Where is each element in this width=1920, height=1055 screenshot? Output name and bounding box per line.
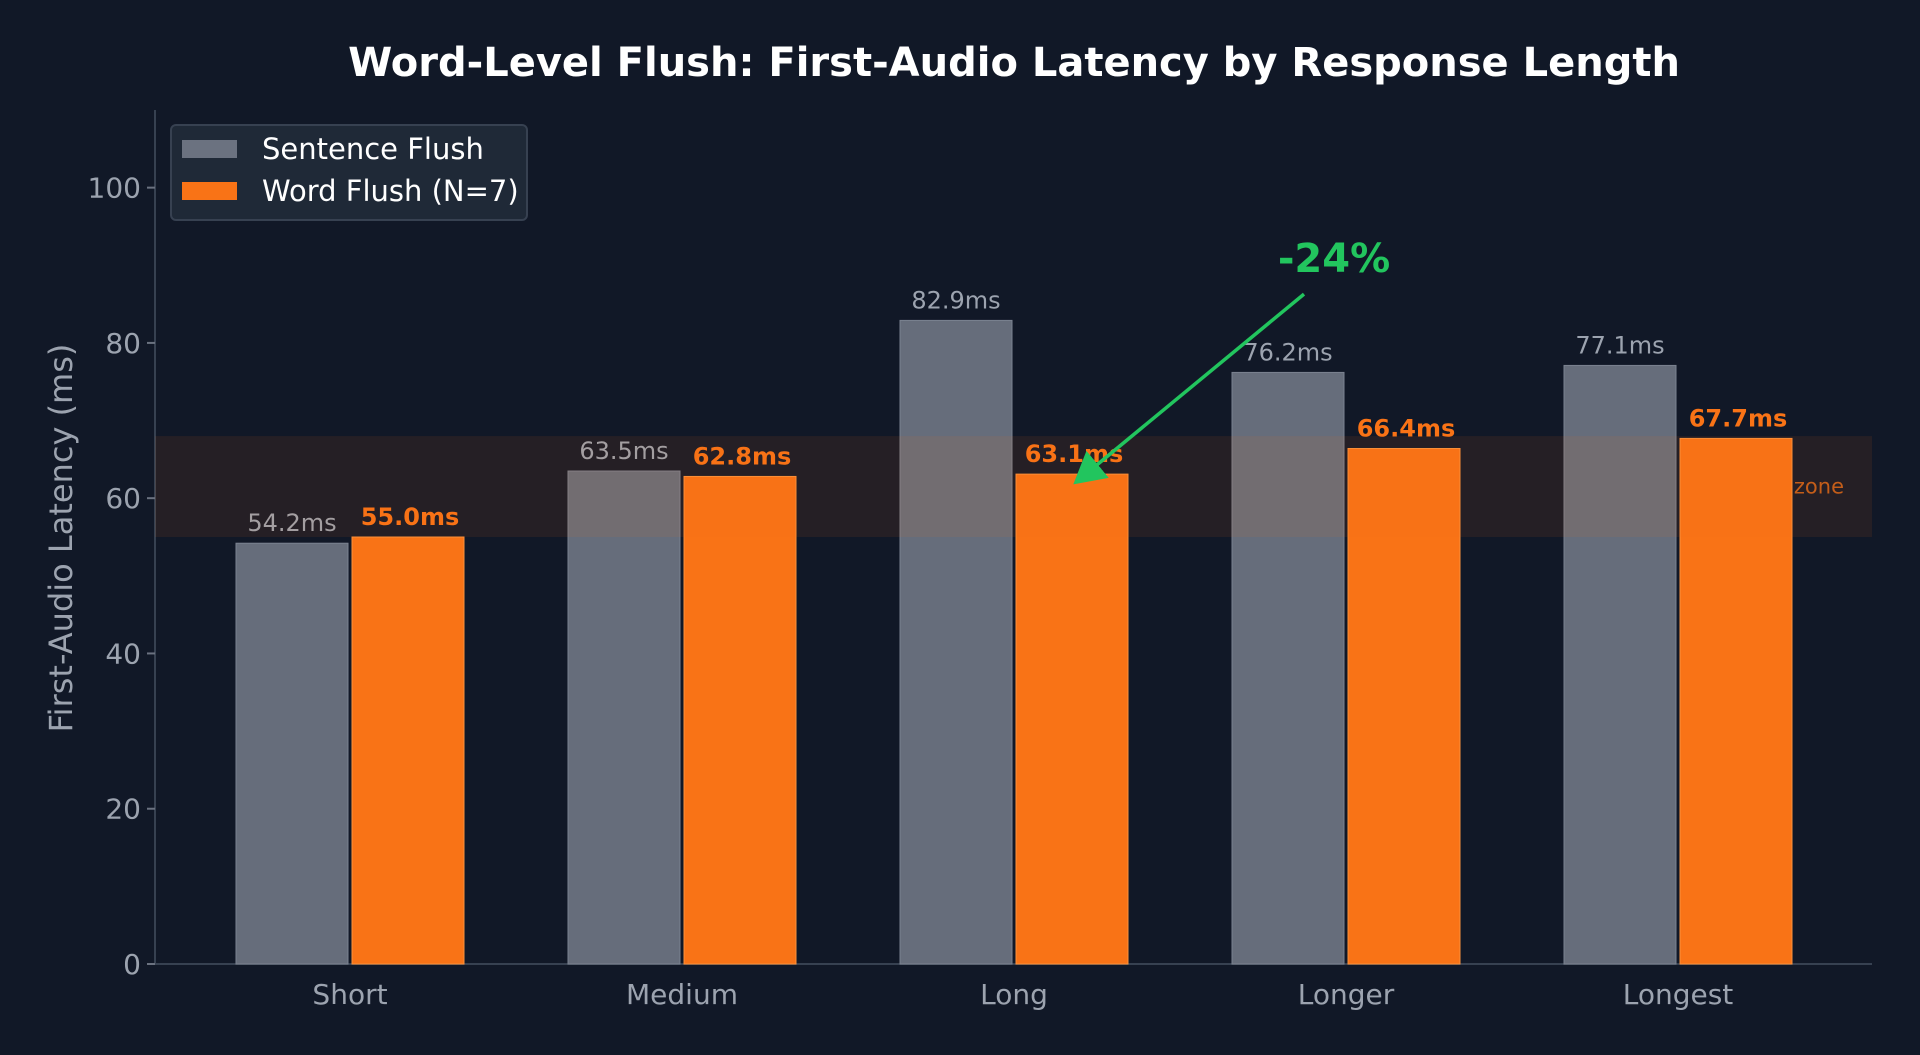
legend-label-sentence: Sentence Flush <box>262 132 484 166</box>
x-tick-label: Medium <box>626 978 738 1011</box>
bar-word-flush <box>351 536 465 965</box>
x-tick-label: Long <box>980 978 1048 1011</box>
legend-label-word: Word Flush (N=7) <box>262 174 519 208</box>
bar-word-flush <box>683 475 797 965</box>
value-label-sentence: 63.5ms <box>579 437 668 465</box>
y-tick-label: 40 <box>105 637 141 670</box>
bar-sentence-flush <box>899 319 1013 965</box>
bar-sentence-flush <box>1563 364 1677 965</box>
target-zone-label: zone <box>1794 475 1844 499</box>
value-label-word: 67.7ms <box>1689 404 1788 432</box>
y-tick-label: 60 <box>105 482 141 515</box>
plot-area: 0 20 40 60 80 100 54.2ms 55.0ms Short 63.5ms 62.8m… <box>88 110 1872 1011</box>
y-tick-label: 0 <box>123 948 141 981</box>
value-label-sentence: 82.9ms <box>911 286 1000 314</box>
annotation-label: -24% <box>1278 236 1390 282</box>
chart-title: Word-Level Flush: First-Audio Latency by… <box>348 40 1680 86</box>
legend-box <box>170 124 528 221</box>
bar-word-flush <box>1347 447 1461 965</box>
annotation-arrow <box>1073 292 1306 485</box>
y-tick-label: 100 <box>88 172 141 205</box>
value-label-sentence: 77.1ms <box>1575 331 1664 359</box>
value-label-sentence: 76.2ms <box>1243 338 1332 366</box>
x-tick-label: Short <box>312 978 387 1011</box>
legend-swatch-sentence <box>182 140 237 158</box>
bar-sentence-flush <box>235 542 349 965</box>
bar-word-flush <box>1015 473 1129 965</box>
value-label-sentence: 54.2ms <box>247 509 336 537</box>
x-tick-label: Longer <box>1298 978 1395 1011</box>
x-tick-label: Longest <box>1623 978 1734 1011</box>
bar-sentence-flush <box>567 470 681 965</box>
value-label-word: 62.8ms <box>693 442 792 470</box>
value-label-word: 55.0ms <box>361 503 460 531</box>
bar-word-flush <box>1679 437 1793 965</box>
bar-sentence-flush <box>1231 371 1345 965</box>
y-tick-label: 80 <box>105 327 141 360</box>
y-tick-label: 20 <box>105 793 141 826</box>
value-label-word: 66.4ms <box>1357 414 1456 442</box>
legend-swatch-word <box>182 182 237 200</box>
y-axis-title: First-Audio Latency (ms) <box>42 344 80 733</box>
legend: Sentence Flush Word Flush (N=7) <box>170 124 528 221</box>
target-zone-band <box>155 436 1872 537</box>
